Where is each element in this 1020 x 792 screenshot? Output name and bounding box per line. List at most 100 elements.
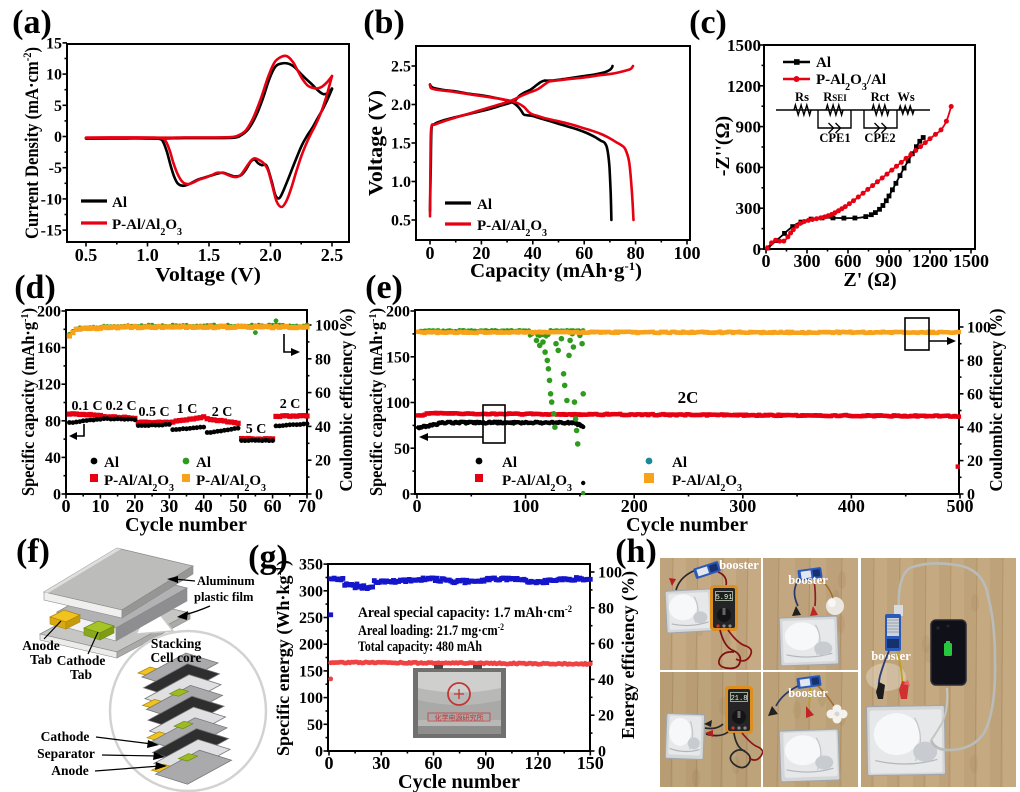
svg-text:Cathode: Cathode (57, 653, 106, 668)
svg-text:80: 80 (315, 351, 331, 368)
svg-text:0: 0 (598, 744, 606, 761)
svg-text:100: 100 (315, 318, 339, 335)
svg-text:Areal loading: 21.7 mg·cm-2: Areal loading: 21.7 mg·cm-2 (358, 622, 504, 639)
svg-text:200: 200 (386, 304, 410, 321)
svg-text:booster: booster (788, 573, 828, 587)
svg-text:0.1 C: 0.1 C (71, 399, 102, 414)
svg-text:15: 15 (46, 35, 62, 52)
svg-text:150: 150 (386, 349, 410, 366)
svg-text:1.5: 1.5 (391, 136, 411, 153)
svg-text:60: 60 (575, 243, 593, 263)
svg-text:Al: Al (477, 197, 492, 213)
svg-text:Al: Al (672, 455, 687, 471)
svg-text:(g): (g) (248, 539, 288, 576)
svg-text:Anode: Anode (22, 638, 60, 653)
svg-text:Anode: Anode (51, 763, 89, 778)
svg-text:Coulombic efficiency (%): Coulombic efficiency (%) (336, 308, 356, 491)
svg-text:P-Al/Al2O3: P-Al/Al2O3 (104, 473, 174, 494)
svg-text:plastic film: plastic film (194, 590, 254, 604)
svg-text:900: 900 (736, 118, 762, 137)
svg-text:Rs: Rs (795, 90, 809, 104)
svg-text:Al: Al (196, 455, 211, 471)
svg-text:2 C: 2 C (212, 405, 233, 420)
svg-text:1.0: 1.0 (391, 174, 411, 191)
svg-text:booster: booster (871, 649, 911, 663)
svg-text:160: 160 (37, 340, 61, 357)
svg-text:0.5: 0.5 (391, 213, 411, 230)
svg-text:0.2 C: 0.2 C (105, 399, 136, 414)
svg-text:80: 80 (967, 353, 983, 370)
svg-text:Capacity (mAh·g-1): Capacity (mAh·g -1) (470, 259, 642, 282)
svg-text:900: 900 (876, 251, 903, 271)
svg-text:10: 10 (91, 496, 109, 516)
svg-text:Al: Al (502, 455, 517, 471)
svg-text:(h): (h) (615, 533, 657, 570)
svg-text:2.5: 2.5 (321, 245, 344, 265)
svg-text:Cathode: Cathode (41, 729, 90, 744)
svg-text:Tab: Tab (70, 667, 92, 682)
svg-text:5.91: 5.91 (716, 594, 733, 602)
svg-text:30: 30 (372, 753, 390, 773)
svg-text:300: 300 (729, 496, 756, 516)
svg-text:1.0: 1.0 (136, 245, 159, 265)
svg-text:20: 20 (472, 243, 490, 263)
svg-text:600: 600 (835, 251, 862, 271)
svg-text:50: 50 (229, 496, 247, 516)
svg-text:2 C: 2 C (280, 397, 301, 412)
svg-text:booster: booster (788, 686, 828, 700)
svg-text:40: 40 (524, 243, 542, 263)
svg-text:40: 40 (967, 420, 983, 437)
svg-text:-15: -15 (41, 223, 62, 240)
svg-text:0: 0 (53, 487, 61, 504)
svg-text:50: 50 (307, 717, 323, 734)
svg-text:2C: 2C (678, 388, 699, 407)
svg-text:0: 0 (413, 496, 422, 516)
svg-text:P-Al/Al2O3: P-Al/Al2O3 (477, 218, 547, 239)
svg-text:Z' (Ω): Z' (Ω) (843, 269, 896, 291)
svg-text:0.5: 0.5 (75, 245, 98, 265)
svg-text:70: 70 (298, 496, 316, 516)
svg-text:40: 40 (315, 419, 331, 436)
svg-text:(f): (f) (16, 533, 50, 570)
svg-text:20: 20 (315, 453, 331, 470)
svg-text:100: 100 (674, 243, 701, 263)
svg-text:40: 40 (195, 496, 213, 516)
svg-text:0: 0 (62, 496, 71, 516)
svg-text:1200: 1200 (727, 77, 761, 96)
svg-text:P-Al/Al2O3: P-Al/Al2O3 (196, 473, 266, 494)
svg-text:0: 0 (54, 129, 62, 146)
svg-text:2.0: 2.0 (391, 97, 411, 114)
svg-text:Ws: Ws (897, 90, 915, 104)
svg-text:120: 120 (37, 377, 61, 394)
svg-text:60: 60 (315, 385, 331, 402)
svg-text:Aluminum: Aluminum (197, 574, 255, 588)
svg-text:Cycle number: Cycle number (626, 514, 748, 536)
svg-text:0: 0 (967, 487, 975, 504)
svg-text:Cell core: Cell core (150, 650, 201, 665)
svg-text:Cycle number: Cycle number (398, 771, 520, 792)
svg-text:RSEI: RSEI (823, 90, 847, 104)
svg-text:Voltage (V): Voltage (V) (155, 264, 261, 286)
svg-text:500: 500 (947, 496, 974, 516)
svg-text:40: 40 (598, 672, 614, 689)
svg-text:250: 250 (299, 610, 323, 627)
svg-text:20: 20 (967, 453, 983, 470)
svg-text:Stacking: Stacking (151, 636, 202, 651)
svg-text:Energy efficiency (%): Energy efficiency (%) (618, 571, 638, 739)
svg-text:1500: 1500 (727, 36, 761, 55)
svg-text:(e): (e) (365, 269, 403, 306)
svg-text:20: 20 (598, 708, 614, 725)
svg-text:80: 80 (627, 243, 645, 263)
svg-text:化学电源研究所: 化学电源研究所 (435, 713, 484, 722)
svg-text:100: 100 (299, 690, 323, 707)
svg-text:0: 0 (426, 243, 435, 263)
svg-text:Current Density (mA·cm-2): Current Density (mA·cm-2) (20, 47, 43, 239)
svg-text:(c): (c) (689, 4, 727, 41)
svg-text:80: 80 (598, 600, 614, 617)
svg-text:200: 200 (299, 637, 323, 654)
svg-text:300: 300 (299, 583, 323, 600)
svg-text:P-Al2O3/Al: P-Al2O3/Al (816, 72, 886, 93)
svg-text:Al: Al (112, 195, 127, 211)
svg-text:5 C: 5 C (246, 422, 267, 437)
svg-text:(d): (d) (14, 269, 56, 306)
